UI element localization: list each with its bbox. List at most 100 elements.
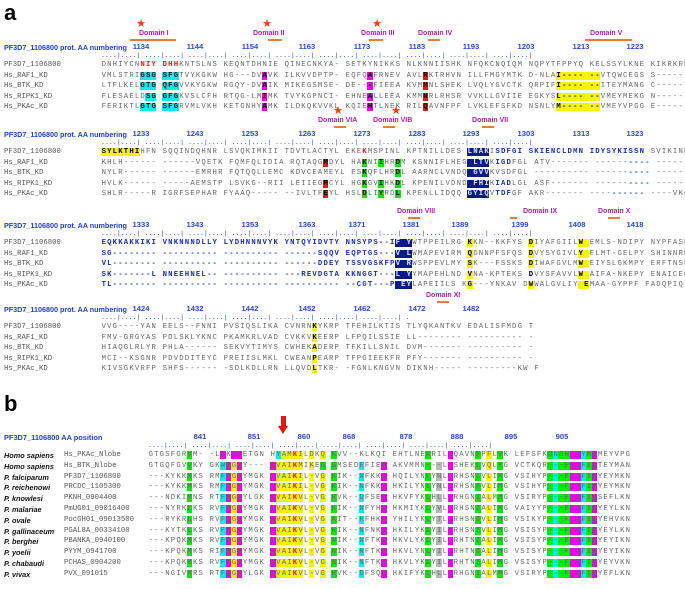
position-tick: 1399 — [511, 220, 529, 229]
sequence: KIVSGKVRFP SHFS------ -SDLKDLLRN LLQVDLT… — [101, 365, 539, 374]
species-name: Homo sapiens — [4, 461, 54, 471]
domain-underline — [510, 217, 517, 219]
sequence-name: Hs_PKAc_KD — [4, 281, 48, 290]
sequence: DNHIYCNNIY DHHKNTSLNS KEQNTDHNIE QINECNK… — [101, 61, 685, 69]
sequence-name: PCHAS_0904200 — [64, 559, 121, 567]
sequence-name: PF3D7_1106800 — [4, 61, 61, 69]
sequence: EQKKAKKIKI VNKNNNDLLY LYDHNNNVYK YNTQYID… — [101, 239, 685, 247]
sequence: GTGQFGVVKY GKWRGQY--- DVAIKMIKEG SMSEDEF… — [148, 461, 630, 470]
domain-underline — [268, 39, 282, 41]
sequence-name: Hs_PKAc_KD — [4, 190, 48, 199]
position-tick: 1353 — [241, 220, 259, 229]
position-tick: 1144 — [186, 42, 204, 51]
panel-a-label: a — [4, 0, 17, 25]
species-name: P. yoelii — [4, 548, 31, 558]
sequence-name: Hs_RIPK1_KD — [4, 179, 53, 188]
star-icon: ★ — [136, 18, 146, 30]
position-ruler: ....|....| ....|....| ....|....| ....|..… — [148, 442, 497, 449]
sequence: VMLSTRIGSG SFGTVYKGKW HG---DVAVK ILKVVDP… — [101, 71, 685, 80]
sequence-name: PYYM_0941700 — [64, 548, 117, 557]
position-tick: 1313 — [572, 129, 590, 138]
species-name: P. ovale — [4, 515, 31, 525]
domain-underline — [334, 126, 346, 128]
position-tick: 1134 — [132, 42, 150, 51]
sequence: HIAQGLRLYR PHLA------ SEKVYTIMYS CWHEKAD… — [101, 344, 534, 353]
domain-underline — [608, 217, 620, 219]
sequence-name: PF3D7_1106800 — [4, 148, 61, 156]
domain-underline — [585, 39, 632, 41]
position-tick: 1223 — [626, 42, 644, 51]
sequence-name: Hs_RIPK1_KD — [4, 92, 53, 101]
sequence-name: Hs_RAF1_KD — [4, 249, 48, 258]
position-tick: 1381 — [402, 220, 420, 229]
position-tick: 1482 — [462, 304, 480, 313]
position-tick: 905 — [555, 432, 569, 441]
sequence: ---KYKKMKS RMFNGKYMGK EVAIKIL-VG KIK--NF… — [148, 483, 630, 492]
position-tick: 1163 — [298, 42, 316, 51]
arrow-head — [278, 426, 288, 434]
species-name: P. gallinaceum — [4, 526, 55, 536]
numbering-label: PF3D7_1106800 prot. AA numbering — [4, 305, 127, 314]
position-tick: 1193 — [462, 42, 480, 51]
species-name: P. malariae — [4, 505, 42, 514]
position-label: PF3D7_1106800 AA position — [4, 433, 103, 442]
sequence: ---KPQKMKS RIFRGRYMGK DVAIKVL-VG NIK--NF… — [148, 548, 630, 557]
species-name: P. knowlesi — [4, 494, 43, 504]
species-name: P. reichenowi — [4, 483, 51, 493]
numbering-label: PF3D7_1106800 prot. AA numbering — [4, 43, 127, 52]
position-tick: 1363 — [298, 220, 316, 229]
position-tick: 1472 — [408, 304, 426, 313]
sequence-name: PF3D7_1106800 — [64, 472, 121, 481]
position-tick: 1233 — [132, 129, 150, 138]
domain-label: Domain II — [253, 30, 285, 37]
domain-label: Domain I — [139, 30, 169, 37]
sequence: NYLR------ ------EMRHR FQTQQLLEMC KDVCEA… — [101, 169, 685, 178]
position-tick: 860 — [297, 432, 311, 441]
star-icon: ★ — [372, 18, 382, 30]
sequence-name: PKNH_0904400 — [64, 494, 117, 503]
position-tick: 851 — [247, 432, 261, 441]
position-tick: 1333 — [132, 220, 150, 229]
position-tick: 878 — [399, 432, 413, 441]
domain-label: Domain IV — [418, 30, 453, 37]
position-tick: 1343 — [186, 220, 204, 229]
sequence-name: PGAL8A_00334100 — [64, 526, 130, 535]
species-name: P. vivax — [4, 569, 31, 579]
domain-label: Domain VIA — [318, 117, 358, 124]
position-tick: 1173 — [353, 42, 371, 51]
sequence-name: PF3D7_1106800 — [4, 323, 61, 331]
sequence: ---NDKIMNS RTFRGKYLGK DVAIKVL-VG RVK--DF… — [148, 494, 630, 503]
sequence-name: Hs_BTK_KD — [4, 82, 44, 91]
sequence: ---KYTKLKS RVFKGKYMGK EVAIKVL-VG KIK--NF… — [148, 526, 630, 535]
position-tick: 1371 — [348, 220, 366, 229]
position-tick: 1243 — [186, 129, 204, 138]
domain-label: Domain X — [598, 208, 631, 215]
sequence: MCI--KSGNR PDVDDITEYC PREIISLMKL CWEANPE… — [101, 354, 534, 363]
position-tick: 1263 — [298, 129, 316, 138]
domain-underline — [428, 39, 440, 41]
position-tick: 1389 — [451, 220, 469, 229]
sequence: VVG----YAN EELS--FNNI PVSIQSLIKA CVNRNKY… — [101, 323, 534, 331]
position-tick: 841 — [193, 432, 207, 441]
numbering-label: PF3D7_1106800 prot. AA numbering — [4, 130, 127, 139]
position-tick: 1303 — [517, 129, 535, 138]
position-tick: 1462 — [353, 304, 371, 313]
sequence-name: Hs_BTK_KD — [4, 260, 44, 269]
position-tick: 1283 — [408, 129, 426, 138]
sequence: KHLH------ ------VQETK FQMFQLIDIA RQTAQG… — [101, 158, 685, 167]
star-icon: ★ — [262, 18, 272, 30]
sequence-name: PocGH01_09013500 — [64, 515, 135, 524]
sequence-name: PRCDC_1105300 — [64, 483, 121, 492]
position-tick: 1273 — [353, 129, 371, 138]
sequence: SHLR-----R IGRFSEPHAR FYAAQ----- --IVLTF… — [101, 190, 685, 199]
position-ruler: ....|....| ....|....| ....|....| ....|..… — [101, 52, 537, 59]
sequence-name: PmUG01_09016400 — [64, 505, 130, 513]
species-name: Homo sapiens — [4, 451, 54, 460]
sequence-name: Hs_RAF1_KD — [4, 158, 48, 167]
panel-b-label: b — [4, 391, 18, 416]
star-icon: ★ — [333, 105, 343, 117]
numbering-label: PF3D7_1106800 prot. AA numbering — [4, 221, 127, 230]
species-name: P. chabaudi — [4, 559, 45, 568]
domain-underline — [408, 217, 420, 219]
domain-underline — [437, 301, 449, 303]
